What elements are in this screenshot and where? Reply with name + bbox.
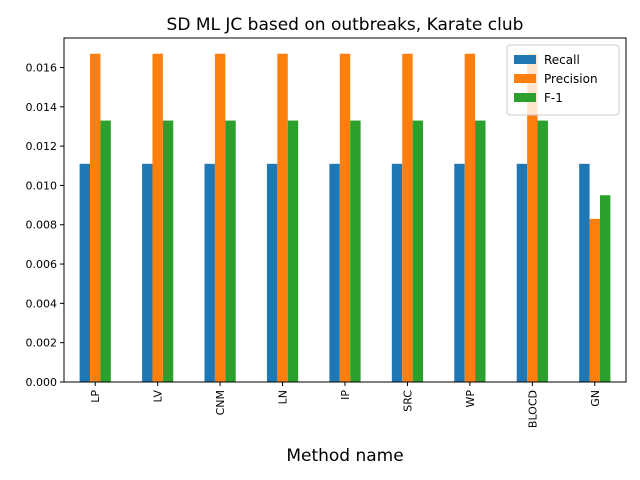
- bar-precision-blocd: [527, 53, 538, 382]
- y-tick-label: 0.000: [26, 376, 58, 389]
- bar-f-1-gn: [599, 195, 611, 382]
- bar-f-1-ip: [350, 120, 361, 382]
- bar-recall-ln: [266, 163, 278, 382]
- x-tick-label: IP: [339, 390, 352, 400]
- bar-f-1-blocd: [537, 120, 548, 382]
- bar-f-1-lv: [162, 120, 174, 382]
- x-tick-label: LN: [277, 390, 290, 404]
- bar-f-1-lp: [100, 120, 111, 382]
- bar-precision-cnm: [214, 53, 226, 382]
- bar-f-1-wp: [475, 120, 486, 382]
- bar-precision-src: [402, 53, 413, 382]
- bar-precision-lv: [152, 53, 163, 382]
- legend-label: Recall: [544, 53, 580, 67]
- bar-precision-gn: [589, 218, 600, 382]
- y-tick-label: 0.004: [26, 297, 58, 310]
- bar-precision-ln: [277, 53, 288, 382]
- bar-recall-lp: [79, 163, 91, 382]
- bars-layer: [79, 53, 611, 382]
- x-tick-label: LV: [152, 390, 165, 403]
- x-tick-label: WP: [464, 390, 477, 408]
- bar-recall-ip: [329, 163, 340, 382]
- bar-recall-lv: [142, 163, 153, 382]
- bar-precision-ip: [339, 53, 351, 382]
- chart-title: SD ML JC based on outbreaks, Karate club: [167, 15, 524, 35]
- x-axis: LP LV CNM LN IP SRC WP BLOCD GN: [89, 382, 602, 428]
- bar-recall-wp: [454, 163, 465, 382]
- y-tick-label: 0.006: [26, 258, 58, 271]
- bar-recall-blocd: [516, 163, 528, 382]
- x-tick-label: LP: [89, 390, 102, 403]
- legend-swatch: [514, 74, 536, 83]
- bar-recall-cnm: [204, 163, 215, 382]
- y-tick-label: 0.002: [26, 337, 58, 350]
- y-tick-label: 0.014: [26, 101, 58, 114]
- legend-swatch: [514, 55, 536, 64]
- legend-label: Precision: [544, 72, 598, 86]
- y-tick-label: 0.010: [26, 179, 58, 192]
- bar-f-1-src: [412, 120, 424, 382]
- legend-label: F-1: [544, 91, 563, 105]
- y-tick-label: 0.012: [26, 140, 58, 153]
- x-tick-label: CNM: [214, 390, 227, 415]
- plot-frame: [63, 37, 627, 383]
- bar-precision-wp: [464, 53, 476, 382]
- x-tick-label: BLOCD: [526, 390, 539, 428]
- bar-f-1-cnm: [225, 120, 236, 382]
- legend: Recall Precision F-1: [506, 44, 620, 116]
- legend-swatch: [514, 93, 536, 102]
- y-tick-label: 0.016: [26, 61, 58, 74]
- x-axis-label: Method name: [286, 446, 403, 466]
- bar-recall-src: [391, 163, 403, 382]
- bar-f-1-ln: [287, 120, 299, 382]
- x-tick-label: SRC: [401, 390, 414, 412]
- bar-precision-lp: [90, 53, 101, 382]
- y-tick-label: 0.008: [26, 219, 58, 232]
- bar-recall-gn: [579, 163, 590, 382]
- x-tick-label: GN: [589, 390, 602, 407]
- y-axis: 0.000 0.002 0.004 0.006 0.008 0.010 0.012 0.014…: [26, 61, 64, 389]
